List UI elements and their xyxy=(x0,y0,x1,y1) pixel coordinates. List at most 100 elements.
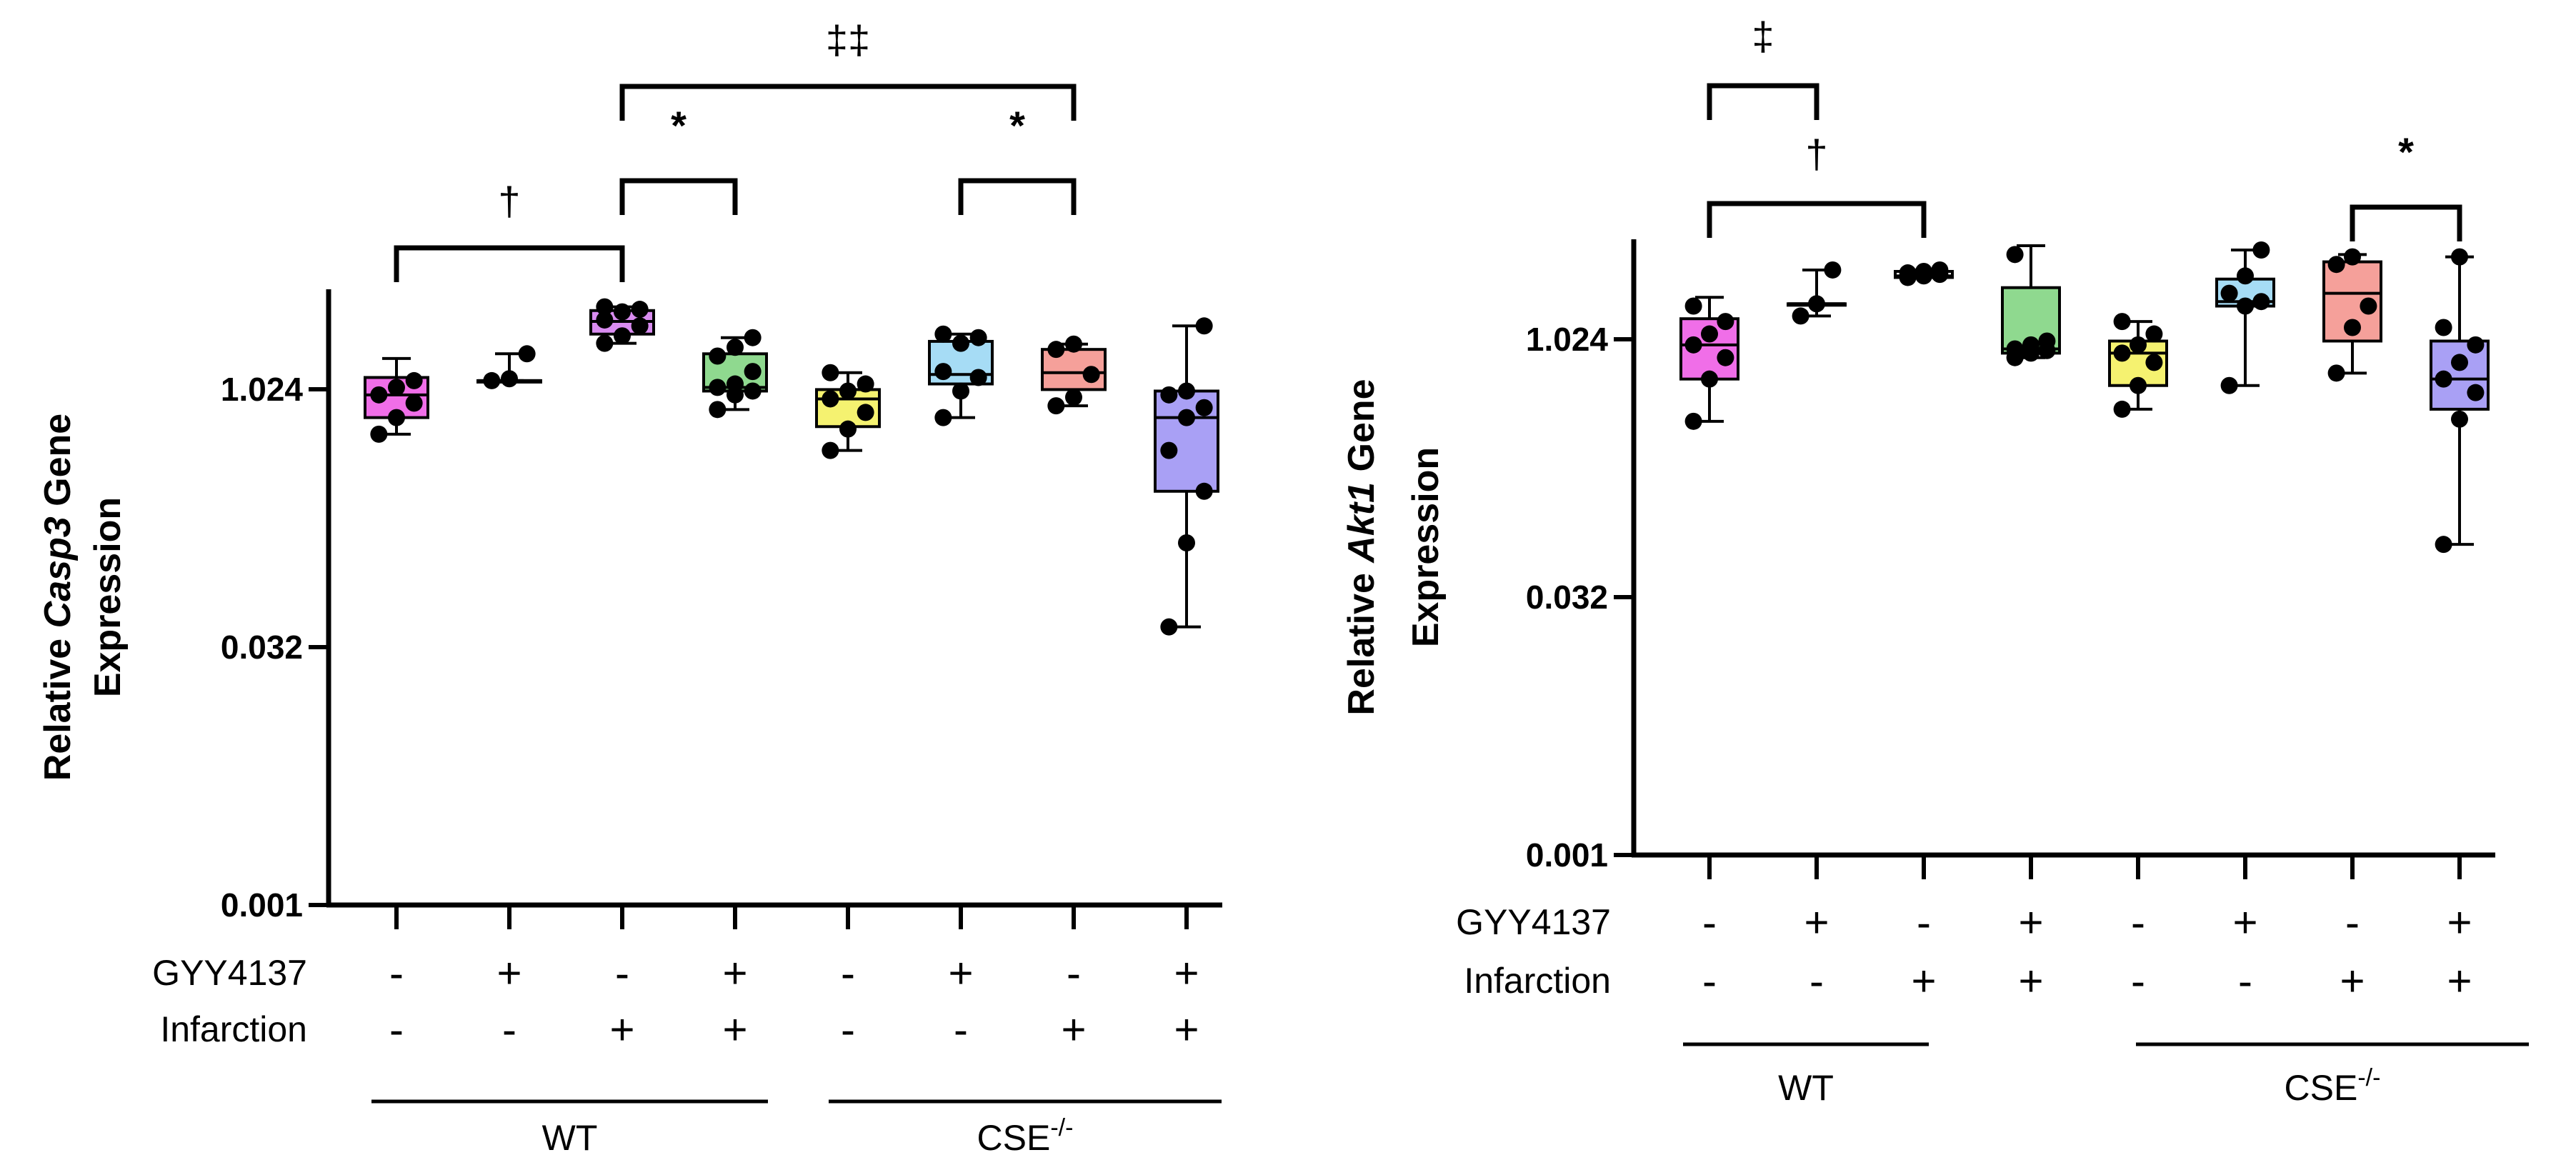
data-point xyxy=(1160,618,1178,636)
infarction-sign: + xyxy=(1911,957,1936,1005)
data-point xyxy=(1684,297,1702,315)
box-group-5: -- xyxy=(2108,313,2168,1005)
significance-bracket: ‡‡ xyxy=(619,17,1077,121)
data-point xyxy=(2344,319,2361,336)
data-point xyxy=(1701,325,1718,343)
gyy4137-sign: - xyxy=(615,949,629,997)
group-label-sup: -/- xyxy=(2357,1064,2380,1091)
data-point xyxy=(1717,349,1734,366)
box-group-8: ++ xyxy=(2430,248,2490,1005)
data-point xyxy=(631,317,649,335)
data-point xyxy=(2252,293,2270,311)
data-point xyxy=(2038,332,2056,350)
infarction-sign: - xyxy=(2131,957,2145,1005)
gyy4137-sign: - xyxy=(2345,899,2360,946)
data-point xyxy=(1195,399,1213,416)
data-point xyxy=(2435,370,2452,388)
y-axis-title-part: Gene xyxy=(1341,379,1382,482)
y-axis-title-line2: Expression xyxy=(1405,447,1447,647)
y-axis-title-part: Casp3 xyxy=(37,516,79,628)
significance-bracket: ‡ xyxy=(1707,14,1819,120)
infarction-sign: + xyxy=(2447,957,2472,1005)
data-point xyxy=(370,425,388,443)
gyy4137-sign: + xyxy=(2232,899,2257,946)
data-point xyxy=(1195,482,1213,500)
data-point xyxy=(709,401,727,419)
significance-bracket: * xyxy=(2350,129,2462,241)
data-point xyxy=(1160,441,1178,459)
data-point xyxy=(727,339,744,356)
data-point xyxy=(952,334,969,352)
data-point xyxy=(2130,376,2147,394)
data-point xyxy=(1195,317,1213,335)
gyy4137-sign: + xyxy=(496,949,521,997)
data-point xyxy=(1915,262,1932,280)
bracket-line xyxy=(619,84,1077,121)
group-label-text: WT xyxy=(542,1118,598,1158)
box-group-5: -- xyxy=(815,364,881,1054)
data-point xyxy=(614,303,631,321)
infarction-sign: + xyxy=(1174,1006,1199,1054)
infarction-sign: - xyxy=(1702,957,1717,1005)
data-point xyxy=(2220,284,2238,302)
data-point xyxy=(1824,261,1842,279)
data-point xyxy=(1047,397,1065,415)
data-point xyxy=(1178,382,1195,400)
data-point xyxy=(727,375,744,393)
data-point xyxy=(1178,534,1195,551)
significance-label: † xyxy=(1805,131,1827,176)
box-group-8: ++ xyxy=(1154,317,1219,1054)
data-point xyxy=(969,329,987,346)
gyy4137-sign: + xyxy=(948,949,973,997)
significance-label: † xyxy=(498,179,520,224)
box-group-6: +- xyxy=(2215,241,2275,1005)
data-point xyxy=(822,390,839,408)
data-point xyxy=(2113,313,2131,331)
row-label-infarction: Infarction xyxy=(160,1009,307,1049)
data-point xyxy=(1808,295,1825,313)
data-point xyxy=(2145,325,2163,343)
bracket-line xyxy=(1707,201,1927,238)
infarction-sign: - xyxy=(954,1006,968,1054)
infarction-sign: - xyxy=(502,1006,516,1054)
y-axis-title-part: Relative xyxy=(1341,563,1382,716)
box-group-3: -+ xyxy=(589,298,655,1054)
box-group-4: ++ xyxy=(702,329,768,1054)
data-point xyxy=(596,311,614,329)
data-point xyxy=(405,371,423,389)
y-axis-title-part: Akt1 xyxy=(1341,482,1382,564)
data-point xyxy=(1717,313,1734,331)
significance-bracket: † xyxy=(1707,131,1927,238)
gyy4137-sign: + xyxy=(2018,899,2043,946)
data-point xyxy=(2237,267,2254,285)
data-point xyxy=(2467,384,2485,401)
box-group-3: -+ xyxy=(1894,261,1954,1005)
gyy4137-sign: - xyxy=(1067,949,1081,997)
y-tick-label: 0.001 xyxy=(221,886,303,924)
data-point xyxy=(2113,344,2131,362)
y-axis-title-part: Relative xyxy=(37,628,79,781)
significance-label: * xyxy=(2398,129,2414,174)
data-point xyxy=(2006,340,2024,358)
data-point xyxy=(2451,410,2468,428)
data-point xyxy=(744,329,762,346)
data-point xyxy=(596,334,614,352)
bracket-line xyxy=(619,178,738,215)
gyy4137-sign: - xyxy=(1702,899,1717,946)
data-point xyxy=(2113,400,2131,418)
data-point xyxy=(518,345,536,363)
group-label: CSE-/- xyxy=(2285,1064,2381,1108)
data-point xyxy=(2451,248,2468,266)
data-point xyxy=(388,379,405,396)
data-point xyxy=(2435,536,2452,554)
infarction-sign: - xyxy=(389,1006,404,1054)
data-point xyxy=(1047,341,1065,359)
gyy4137-sign: + xyxy=(722,949,747,997)
y-axis-title: Relative Akt1 Gene xyxy=(1341,379,1382,715)
data-point xyxy=(857,404,874,421)
data-point xyxy=(1899,264,1917,282)
data-point xyxy=(2327,364,2345,382)
data-point xyxy=(2451,354,2468,371)
data-point xyxy=(934,363,952,381)
data-point xyxy=(1684,412,1702,430)
